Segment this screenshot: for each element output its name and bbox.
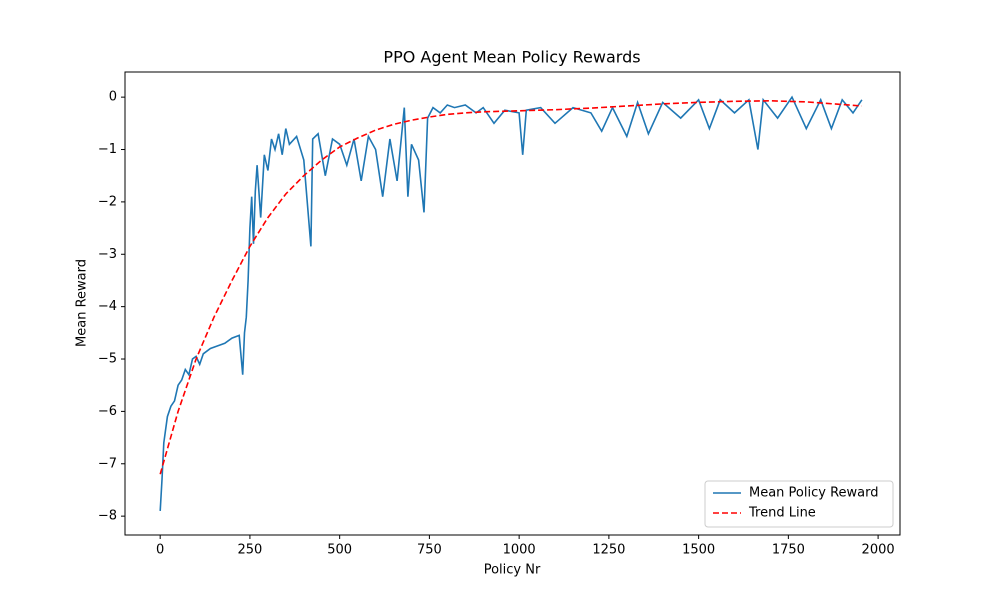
x-tick-label: 1000 [503, 543, 536, 558]
series-line [159, 99, 862, 475]
x-tick-label: 1750 [772, 543, 805, 558]
x-tick-label: 750 [417, 543, 442, 558]
y-tick-label: −7 [98, 456, 117, 471]
x-tick-label: 1500 [682, 543, 715, 558]
legend-label: Trend Line [748, 506, 816, 521]
x-tick-label: 500 [327, 543, 352, 558]
legend-label: Mean Policy Reward [749, 486, 879, 501]
y-tick-label: −5 [98, 352, 117, 367]
x-axis-label: Policy Nr [484, 563, 541, 578]
y-tick-label: −8 [98, 509, 117, 524]
series-line [159, 95, 863, 511]
y-tick-label: −1 [98, 142, 117, 157]
y-tick-label: −3 [98, 247, 117, 262]
x-tick-label: 2000 [862, 543, 895, 558]
x-tick-label: 250 [238, 543, 263, 558]
legend-box [704, 480, 894, 528]
y-tick-label: −6 [98, 404, 117, 419]
x-tick-label: 1250 [592, 543, 625, 558]
chart-title: PPO Agent Mean Policy Rewards [383, 48, 640, 67]
y-tick-label: 0 [109, 90, 117, 105]
y-axis-label: Mean Reward [75, 259, 90, 347]
y-tick-label: −4 [98, 299, 117, 314]
plot-frame [124, 71, 901, 536]
y-tick-label: −2 [98, 194, 117, 209]
x-tick-label: 0 [156, 543, 164, 558]
